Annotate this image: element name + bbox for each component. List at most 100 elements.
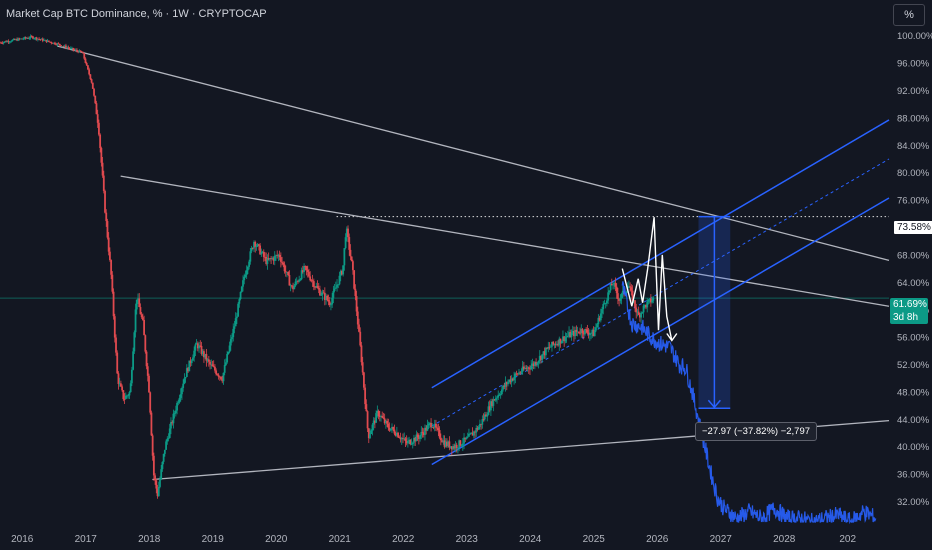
candle-body — [608, 290, 611, 293]
candle-body — [297, 281, 299, 283]
candle-body — [156, 488, 159, 497]
candle-body — [470, 432, 473, 434]
time-axis[interactable]: 2016 2017 2018 2019 2020 2021 2022 2023 2024 2025… — [11, 534, 856, 545]
candle-body — [98, 122, 100, 135]
candle-body — [483, 414, 486, 420]
candle-body — [236, 316, 238, 319]
candle-body — [518, 372, 520, 375]
candle-body — [90, 79, 93, 83]
candle-body — [288, 275, 291, 286]
channel-upper-line[interactable] — [431, 119, 890, 389]
candle-body — [411, 442, 414, 444]
candle-body — [601, 309, 603, 314]
candle-body — [529, 368, 531, 370]
candle-body — [104, 190, 106, 213]
candle-body — [421, 431, 424, 433]
candle-body — [349, 249, 352, 257]
candle-body — [57, 43, 60, 45]
candle-body — [651, 300, 653, 303]
candle-body — [465, 437, 468, 440]
candle-body — [548, 346, 551, 348]
candle-body — [271, 258, 274, 259]
candle-body — [45, 39, 48, 43]
candle-body — [577, 331, 580, 333]
chart-title: Market Cap BTC Dominance, % · 1W · CRYPT… — [6, 8, 267, 20]
y-tick-label: 96.00% — [897, 59, 930, 70]
trendlines[interactable] — [56, 45, 890, 481]
candle-body — [194, 344, 197, 351]
x-tick-label: 2023 — [456, 534, 479, 545]
candle-body — [215, 370, 218, 375]
candle-body — [275, 255, 277, 257]
candle-body — [584, 329, 586, 335]
candle-body — [196, 343, 199, 349]
candle-body — [595, 327, 597, 331]
candle-body — [510, 378, 513, 383]
y-tick-label: 84.00% — [897, 141, 930, 152]
candle-body — [569, 332, 572, 338]
candle-body — [525, 368, 528, 370]
candle-body — [309, 276, 312, 281]
candle-body — [233, 326, 236, 329]
price-axis[interactable]: 100.00% 96.00% 92.00% 88.00% 84.00% 80.00% 76.… — [897, 31, 932, 508]
candle-body — [471, 432, 474, 436]
candle-body — [116, 352, 119, 374]
y-tick-label: 68.00% — [897, 250, 930, 261]
candle-body — [155, 480, 158, 489]
unit-button[interactable]: % — [893, 4, 925, 26]
candle-body — [358, 324, 360, 332]
candle-body — [140, 314, 143, 318]
candle-body — [558, 338, 561, 346]
channel-lower-line[interactable] — [431, 197, 890, 466]
candle-body — [11, 40, 14, 42]
candle-body — [73, 49, 76, 51]
candle-body — [341, 271, 343, 275]
x-tick-label: 202 — [839, 534, 856, 545]
candle-body — [19, 38, 22, 40]
path-drawing-line[interactable] — [621, 217, 673, 341]
candle-body — [338, 275, 341, 285]
candle-body — [366, 411, 369, 429]
upper-resistance-trendline[interactable] — [56, 45, 890, 261]
candle-body — [22, 38, 25, 40]
candle-body — [491, 401, 494, 406]
candles — [0, 34, 655, 499]
candle-body — [342, 265, 345, 275]
candle-body — [23, 37, 26, 39]
x-tick-label: 2026 — [646, 534, 669, 545]
candle-body — [332, 290, 335, 298]
candle-body — [419, 435, 421, 439]
y-tick-label: 56.00% — [897, 333, 930, 344]
candle-body — [43, 39, 45, 41]
candle-body — [568, 332, 570, 336]
candle-body — [152, 455, 155, 476]
candle-body — [618, 298, 621, 301]
candle-body — [162, 453, 165, 462]
candle-body — [441, 440, 443, 443]
y-tick-label: 76.00% — [897, 196, 930, 207]
candle-body — [339, 271, 342, 276]
candle-body — [477, 426, 480, 430]
candle-body — [272, 258, 275, 261]
candle-body — [173, 413, 176, 414]
candle-body — [444, 441, 447, 447]
candle-body — [646, 301, 649, 308]
candle-body — [408, 439, 410, 441]
grid-lines — [0, 216, 889, 299]
measure-tool[interactable] — [698, 215, 731, 409]
mid-resistance-trendline[interactable] — [120, 175, 890, 307]
candle-body — [635, 307, 638, 313]
candle-body — [211, 364, 214, 367]
candle-body — [139, 307, 142, 315]
candle-body — [101, 162, 104, 176]
candle-body — [286, 272, 288, 273]
candle-body — [174, 410, 177, 414]
candle-body — [460, 445, 463, 447]
candle-body — [485, 414, 487, 417]
candle-body — [134, 309, 137, 333]
path-drawing[interactable] — [621, 217, 678, 342]
candle-body — [207, 359, 210, 362]
candle-body — [426, 425, 429, 431]
candle-body — [492, 399, 495, 406]
